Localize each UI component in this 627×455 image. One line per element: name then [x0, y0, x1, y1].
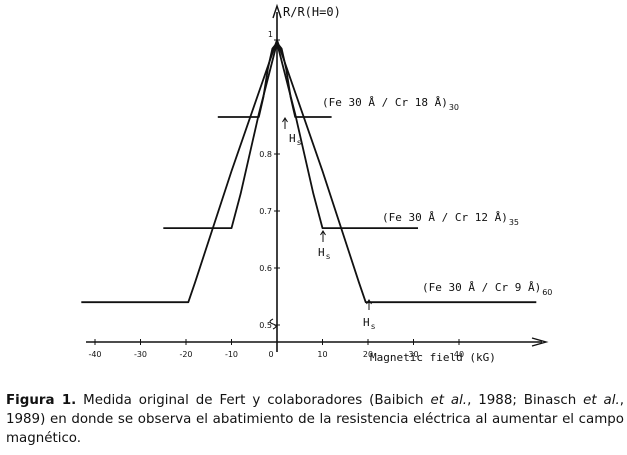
caption-text-1: Medida original de Fert y colaboradores … [76, 393, 431, 409]
figure-caption: Figura 1. Medida original de Fert y cola… [6, 391, 624, 448]
x-tick-label: 40 [454, 350, 464, 359]
hs-label-subscript: s [371, 322, 375, 331]
hs-label: H [289, 132, 296, 145]
hs-label: H [363, 316, 370, 329]
x-tick-label: -10 [225, 350, 238, 359]
series-label-subscript: 30 [449, 103, 459, 112]
y-tick-label: 0.8 [259, 150, 272, 159]
series-line [81, 39, 537, 304]
series-label: (Fe 30 Å / Cr 9 Å) [422, 281, 541, 294]
series-label: (Fe 30 Å / Cr 12 Å) [382, 211, 508, 224]
x-tick-label: 30 [408, 350, 418, 359]
series-label-subscript: 35 [509, 218, 519, 227]
y-tick-label: 1 [268, 30, 273, 39]
caption-figure-label: Figura 1. [6, 393, 77, 409]
y-axis-break [269, 318, 277, 330]
hs-arrowhead [320, 230, 326, 236]
hs-arrowhead [366, 299, 372, 305]
y-tick-label: 0.7 [259, 207, 272, 216]
y-tick-label: 0.6 [259, 264, 272, 273]
series-label-subscript: 60 [542, 288, 552, 297]
y-tick-label: 0.5 [259, 321, 272, 330]
series-line [163, 42, 418, 229]
caption-etal-1: et al. [430, 393, 468, 409]
caption-text-2: , 1988; Binasch [467, 393, 584, 409]
x-axis-title: Magnetic field (kG) [370, 351, 496, 364]
hs-label: H [318, 246, 325, 259]
caption-etal-2: et al. [583, 393, 620, 409]
figure: -40 -30 -20 -10 10 20 30 40 0 1 0.8 0.7 0.6 0.5 R/R(H=… [81, 3, 552, 364]
y-axis-arrow [272, 3, 282, 19]
x-tick-label: -40 [88, 350, 101, 359]
gmr-chart: -40 -30 -20 -10 10 20 30 40 0 1 0.8 0.7 0.6 0.5 R/R(H=… [81, 3, 552, 364]
x-tick-label: 20 [363, 350, 373, 359]
x-tick-label: 0 [268, 350, 273, 359]
x-tick-label: -30 [134, 350, 147, 359]
y-axis-title: R/R(H=0) [283, 5, 341, 19]
hs-label-subscript: s [326, 252, 330, 261]
x-tick-label: -20 [179, 350, 192, 359]
x-tick-label: 10 [317, 350, 327, 359]
hs-arrowhead [282, 117, 288, 123]
x-axis-arrow [531, 337, 549, 347]
caption-text-3: , 1989) en donde se observa el abatimien… [6, 393, 625, 447]
series-label: (Fe 30 Å / Cr 18 Å) [322, 96, 448, 109]
hs-label-subscript: s [297, 138, 301, 147]
